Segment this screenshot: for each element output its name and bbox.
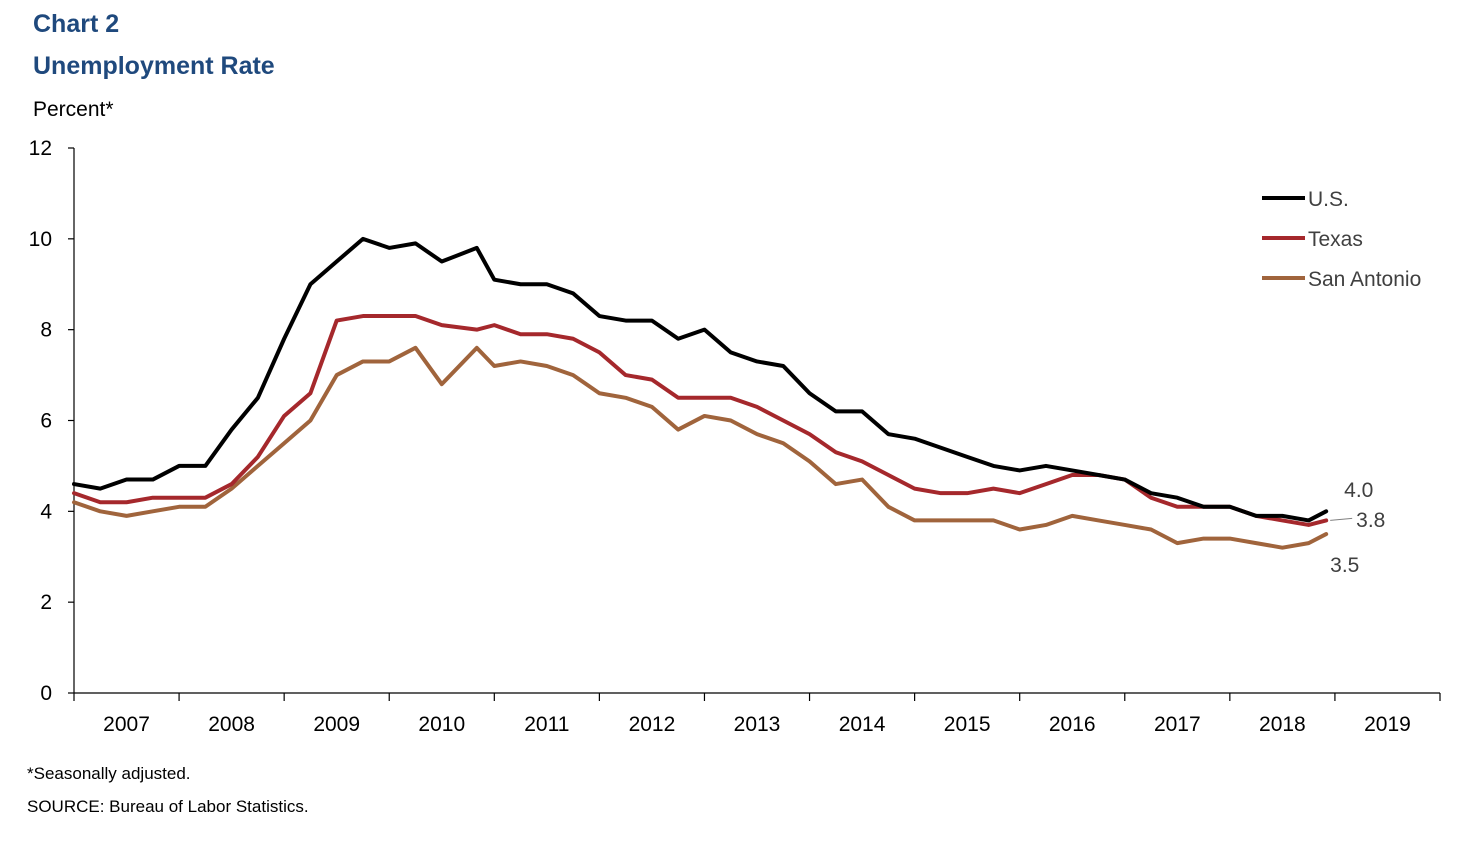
x-tick-label: 2007	[103, 713, 150, 736]
end-label-san-antonio: 3.5	[1330, 554, 1359, 577]
legend-label-u-s: U.S.	[1308, 188, 1349, 211]
x-tick-label: 2009	[313, 713, 360, 736]
x-tick-label: 2017	[1154, 713, 1201, 736]
chart-title: Unemployment Rate	[33, 52, 275, 80]
series-layer	[72, 236, 1329, 550]
legend-label-texas: Texas	[1308, 228, 1363, 251]
y-tick-label: 8	[40, 319, 52, 342]
end-label-texas: 3.8	[1356, 509, 1385, 532]
y-tick-label: 4	[40, 500, 52, 523]
y-tick-label: 0	[40, 682, 52, 705]
series-line-u-s	[72, 236, 1329, 523]
x-tick-label: 2015	[944, 713, 991, 736]
x-tick-label: 2008	[208, 713, 255, 736]
end-label-leader	[1330, 517, 1353, 521]
y-tick-label: 6	[40, 410, 52, 433]
x-tick-label: 2014	[839, 713, 886, 736]
legend: U.S. Texas San Antonio	[1262, 188, 1421, 291]
y-axis-unit-label: Percent*	[33, 98, 114, 121]
x-tick-label: 2018	[1259, 713, 1306, 736]
footnote: *Seasonally adjusted.	[27, 764, 191, 783]
end-value-labels: 4.0 3.8 3.5	[1330, 479, 1385, 577]
source-note: SOURCE: Bureau of Labor Statistics.	[27, 797, 309, 816]
x-tick-label: 2010	[418, 713, 465, 736]
series-line-san-antonio	[72, 345, 1329, 550]
x-tick-label: 2012	[629, 713, 676, 736]
x-tick-label: 2016	[1049, 713, 1096, 736]
legend-label-san-antonio: San Antonio	[1308, 268, 1421, 291]
y-tick-label: 2	[40, 591, 52, 614]
chart-number: Chart 2	[33, 10, 120, 38]
y-tick-label: 10	[29, 228, 52, 251]
end-label-us: 4.0	[1344, 479, 1373, 502]
y-tick-label: 12	[29, 137, 52, 160]
x-tick-label: 2013	[734, 713, 781, 736]
axes: 0 2 4 6 8 10 12 2007 2008 2009 2010 2011 2012 2013 201…	[29, 137, 1441, 736]
series-line-texas	[72, 314, 1329, 527]
x-tick-label: 2011	[524, 713, 569, 736]
x-tick-label: 2019	[1364, 713, 1411, 736]
